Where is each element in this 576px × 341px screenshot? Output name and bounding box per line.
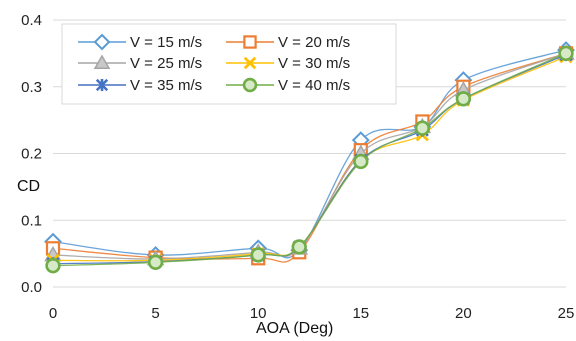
y-tick-label: 0.3	[21, 79, 42, 96]
legend-box	[61, 23, 397, 105]
data-point	[558, 45, 574, 62]
x-axis-label: AOA (Deg)	[256, 320, 333, 337]
legend-item: V = 40 m/s	[226, 77, 350, 94]
legend-label: V = 20 m/s	[278, 34, 350, 51]
data-point	[291, 239, 307, 255]
legend-label: V = 35 m/s	[130, 77, 202, 94]
legend: V = 15 m/s V = 20 m/s V = 25 m/s V = 30 m/s…	[61, 23, 397, 105]
data-point	[353, 153, 369, 170]
x-tick-label: 0	[49, 305, 57, 322]
x-tick-label: 10	[250, 305, 267, 322]
data-point	[147, 254, 164, 270]
legend-label: V = 40 m/s	[278, 77, 350, 94]
series-6	[45, 45, 574, 274]
data-point	[45, 257, 61, 274]
legend-item: V = 35 m/s	[78, 77, 202, 94]
legend-marker	[95, 78, 109, 92]
legend-item: V = 30 m/s	[226, 55, 350, 72]
x-tick-label: 20	[455, 305, 472, 322]
x-tick-label: 5	[151, 305, 159, 322]
x-tick-label: 25	[558, 305, 575, 322]
legend-item: V = 15 m/s	[78, 33, 202, 51]
legend-item: V = 20 m/s	[226, 34, 350, 51]
y-tick-label: 0.2	[21, 146, 42, 163]
x-tick-label: 15	[352, 305, 369, 322]
legend-marker	[243, 56, 257, 70]
legend-marker	[242, 77, 258, 93]
legend-item: V = 25 m/s	[78, 54, 202, 72]
legend-marker	[93, 33, 111, 51]
legend-marker	[93, 54, 111, 69]
y-tick-label: 0.0	[21, 279, 42, 296]
legend-label: V = 25 m/s	[130, 55, 202, 72]
y-tick-label: 0.1	[21, 212, 42, 229]
legend-marker	[243, 35, 257, 49]
data-point	[414, 120, 431, 136]
data-point	[250, 247, 266, 263]
series-layer	[44, 41, 575, 274]
legend-label: V = 15 m/s	[130, 34, 202, 51]
tick-labels: 0.0 0.1 0.2 0.3 0.4 0 5 10 15 20 25	[21, 12, 574, 322]
data-point	[455, 91, 472, 107]
y-tick-label: 0.4	[21, 12, 42, 29]
y-axis-label: CD	[17, 178, 40, 195]
legend-label: V = 30 m/s	[278, 55, 350, 72]
